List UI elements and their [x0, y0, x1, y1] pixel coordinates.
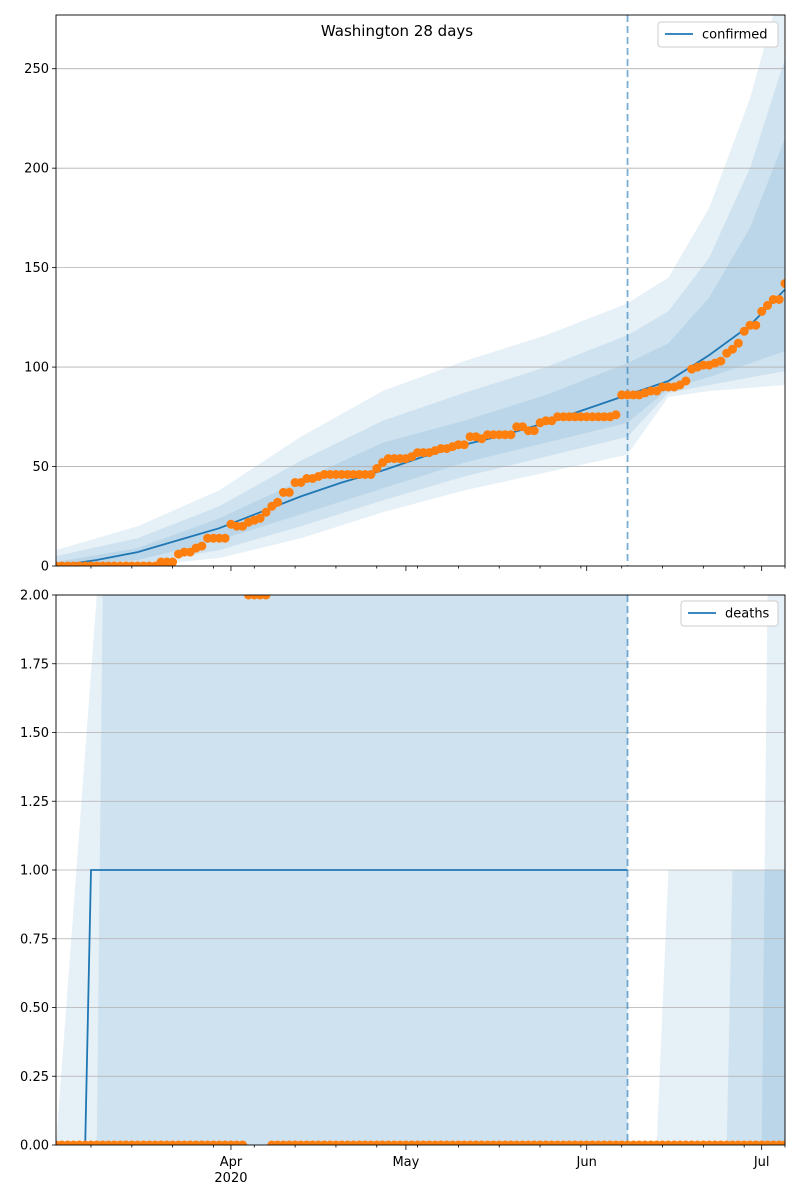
data-point — [774, 295, 784, 304]
y-tick-label: 1.50 — [20, 726, 49, 741]
x-tick-label: Jun — [576, 1155, 597, 1170]
confirmed-legend: confirmed — [657, 21, 779, 48]
y-tick-label: 1.00 — [20, 864, 49, 879]
confirmed-points — [56, 233, 800, 566]
confirmed-axes-frame — [55, 14, 786, 567]
data-point — [220, 533, 230, 543]
y-tick-label: 50 — [32, 460, 49, 475]
y-tick-label: 0.50 — [20, 1001, 49, 1016]
deaths-line — [56, 869, 628, 1145]
confidence-band — [56, 58, 785, 566]
y-tick-label: 150 — [24, 261, 49, 276]
deaths-legend: deaths — [680, 600, 779, 627]
y-tick-label: 0.00 — [20, 1139, 49, 1154]
confirmed-panel: 0 50 100 150 200 250 Washington 28 days confi… — [24, 14, 800, 575]
confirmed-y-ticks: 0 50 100 150 200 250 — [24, 62, 56, 575]
chart-title: Washington 28 days — [321, 22, 473, 40]
x-tick-label: Jul — [753, 1155, 770, 1170]
y-tick-label: 0.25 — [20, 1070, 49, 1085]
y-tick-label: 200 — [24, 162, 49, 177]
data-point — [238, 1140, 248, 1145]
data-point — [716, 356, 726, 366]
data-point — [751, 320, 761, 330]
confirmed-gridlines — [56, 68, 785, 467]
data-point — [786, 265, 795, 274]
deaths-points — [56, 595, 800, 1150]
data-point — [611, 410, 621, 420]
data-point — [529, 426, 539, 436]
data-point — [780, 279, 785, 288]
data-point — [728, 344, 737, 354]
y-tick-label: 2.00 — [20, 589, 49, 604]
data-point — [261, 595, 271, 600]
y-tick-label: 1.25 — [20, 795, 49, 810]
data-point — [763, 300, 772, 310]
x-tick-label: May — [392, 1155, 419, 1170]
deaths-y-ticks: 0.00 0.25 0.50 0.75 1.00 1.25 1.50 1.75 2.00 — [20, 589, 56, 1154]
y-tick-label: 1.75 — [20, 657, 49, 672]
legend-box — [657, 21, 779, 48]
data-point — [284, 487, 294, 497]
data-point — [459, 440, 469, 450]
data-point — [372, 464, 382, 473]
y-tick-label: 0 — [41, 560, 49, 575]
data-point — [792, 233, 800, 242]
legend-box — [680, 600, 779, 627]
data-point — [757, 306, 767, 316]
y-tick-label: 0.75 — [20, 932, 49, 947]
data-point — [792, 1141, 800, 1150]
data-point — [255, 513, 265, 523]
x-tick-label: Apr — [220, 1155, 243, 1170]
data-point — [366, 470, 376, 479]
data-point — [261, 507, 271, 517]
confidence-band — [56, 15, 785, 566]
data-point — [780, 1140, 785, 1145]
data-point — [739, 326, 749, 336]
y-tick-label: 250 — [24, 62, 49, 77]
legend-label: confirmed — [702, 28, 768, 43]
data-point — [506, 430, 516, 440]
data-point — [733, 338, 743, 348]
deaths-panel: 0.00 0.25 0.50 0.75 1.00 1.25 1.50 1.75 2.00 Apr… — [20, 589, 800, 1186]
data-point — [681, 376, 691, 386]
data-point — [273, 497, 283, 507]
y-tick-label: 100 — [24, 361, 49, 376]
axes-frame — [55, 14, 786, 567]
x-tick-year-label: 2020 — [214, 1171, 247, 1186]
series-line — [56, 869, 628, 1145]
confirmed-bands — [56, 15, 785, 566]
confirmed-x-ticks — [90, 566, 786, 571]
data-point — [168, 557, 178, 566]
legend-label: deaths — [725, 607, 770, 622]
data-point — [197, 541, 207, 551]
data-point — [786, 1141, 795, 1150]
